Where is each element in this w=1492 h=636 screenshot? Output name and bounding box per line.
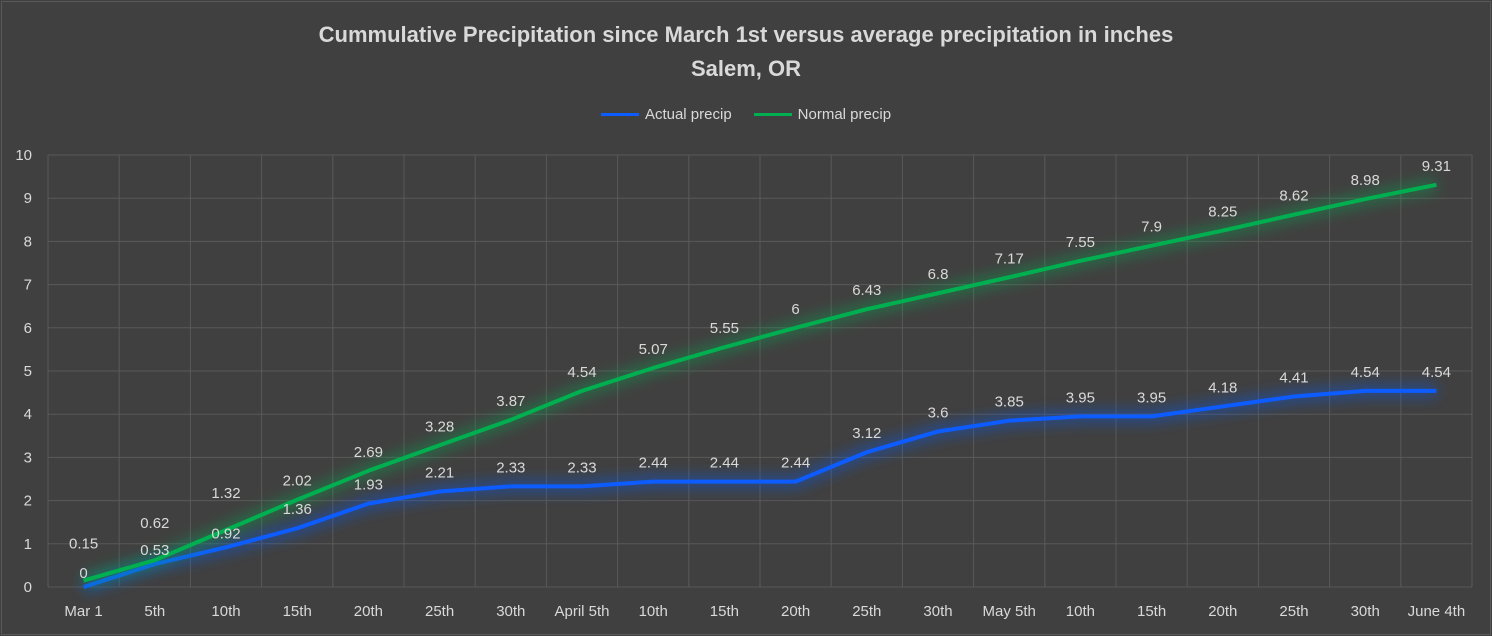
chart-title: Cummulative Precipitation since March 1s…	[318, 22, 1174, 47]
data-label-normal: 3.28	[425, 418, 454, 435]
x-tick-label: April 5th	[554, 603, 609, 620]
x-tick-label: 20th	[1208, 603, 1237, 620]
data-label-actual: 3.95	[1137, 389, 1166, 406]
legend-item-actual: Actual precip	[600, 106, 732, 123]
legend-label-normal: Normal precip	[797, 106, 892, 123]
x-tick-label: May 5th	[983, 603, 1036, 620]
y-tick-label: 6	[24, 320, 32, 337]
y-tick-label: 4	[24, 406, 32, 423]
x-tick-label: 30th	[923, 603, 952, 620]
data-label-normal: 1.32	[211, 485, 240, 502]
y-tick-label: 5	[24, 363, 32, 380]
data-label-actual: 2.21	[425, 465, 454, 482]
data-label-actual: 2.44	[710, 455, 739, 472]
x-tick-label: 30th	[1351, 603, 1380, 620]
data-label-normal: 6	[791, 301, 799, 318]
y-tick-label: 10	[15, 147, 32, 164]
data-label-actual: 0.92	[211, 525, 240, 542]
chart-subtitle: Salem, OR	[690, 56, 802, 81]
y-tick-label: 7	[24, 277, 32, 294]
x-tick-label: 10th	[1066, 603, 1095, 620]
data-label-actual: 1.93	[354, 477, 383, 494]
data-label-actual: 3.12	[852, 425, 881, 442]
data-label-actual: 3.95	[1066, 389, 1095, 406]
x-tick-label: 25th	[1279, 603, 1308, 620]
x-tick-label: 15th	[710, 603, 739, 620]
y-tick-label: 0	[24, 579, 32, 596]
data-label-actual: 4.54	[1351, 364, 1380, 381]
data-label-normal: 6.8	[928, 266, 949, 283]
data-label-actual: 2.33	[496, 459, 525, 476]
data-label-normal: 2.69	[354, 444, 383, 461]
y-tick-label: 1	[24, 536, 32, 553]
x-tick-label: 20th	[781, 603, 810, 620]
data-label-normal: 8.25	[1208, 204, 1237, 221]
data-label-actual: 0	[79, 565, 87, 582]
data-label-normal: 2.02	[283, 473, 312, 490]
data-label-normal: 5.07	[639, 341, 668, 358]
x-tick-label: 15th	[283, 603, 312, 620]
data-label-normal: 8.62	[1279, 188, 1308, 205]
x-tick-label: 15th	[1137, 603, 1166, 620]
x-tick-label: Mar 1	[64, 603, 102, 620]
x-tick-label: 25th	[425, 603, 454, 620]
data-label-actual: 4.18	[1208, 379, 1237, 396]
data-label-actual: 4.41	[1279, 369, 1308, 386]
data-label-normal: 4.54	[567, 364, 596, 381]
x-tick-label: 30th	[496, 603, 525, 620]
data-label-actual: 2.44	[781, 455, 810, 472]
series-line-normal	[83, 182, 1437, 583]
data-label-normal: 9.31	[1422, 158, 1451, 175]
data-label-normal: 7.55	[1066, 234, 1095, 251]
x-tick-label: 5th	[144, 603, 165, 620]
data-label-normal: 5.55	[710, 320, 739, 337]
data-label-actual: 3.6	[928, 404, 949, 421]
data-label-actual: 1.36	[283, 501, 312, 518]
legend-item-normal: Normal precip	[753, 106, 892, 123]
y-tick-label: 3	[24, 449, 32, 466]
data-label-normal: 6.43	[852, 282, 881, 299]
data-label-actual: 0.53	[140, 542, 169, 559]
data-label-actual: 2.44	[639, 455, 668, 472]
x-tick-label: 25th	[852, 603, 881, 620]
x-tick-label: 20th	[354, 603, 383, 620]
y-tick-label: 2	[24, 493, 32, 510]
data-label-normal: 8.98	[1351, 172, 1380, 189]
legend-label-actual: Actual precip	[644, 106, 732, 123]
data-label-normal: 0.15	[69, 536, 98, 553]
x-tick-label: June 4th	[1408, 603, 1466, 620]
legend-swatch-normal	[753, 113, 792, 116]
series-line-actual	[82, 388, 1437, 589]
legend: Actual precip Normal precip	[0, 106, 1492, 123]
data-label-normal: 7.17	[995, 250, 1024, 267]
legend-swatch-actual	[600, 113, 639, 116]
data-label-normal: 7.9	[1141, 219, 1162, 236]
x-tick-label: 10th	[211, 603, 240, 620]
y-tick-label: 9	[24, 190, 32, 207]
data-label-actual: 2.33	[567, 459, 596, 476]
data-label-normal: 0.62	[140, 515, 169, 532]
y-tick-label: 8	[24, 233, 32, 250]
data-label-normal: 3.87	[496, 393, 525, 410]
data-label-actual: 4.54	[1422, 364, 1451, 381]
data-label-actual: 3.85	[995, 394, 1024, 411]
x-tick-label: 10th	[639, 603, 668, 620]
